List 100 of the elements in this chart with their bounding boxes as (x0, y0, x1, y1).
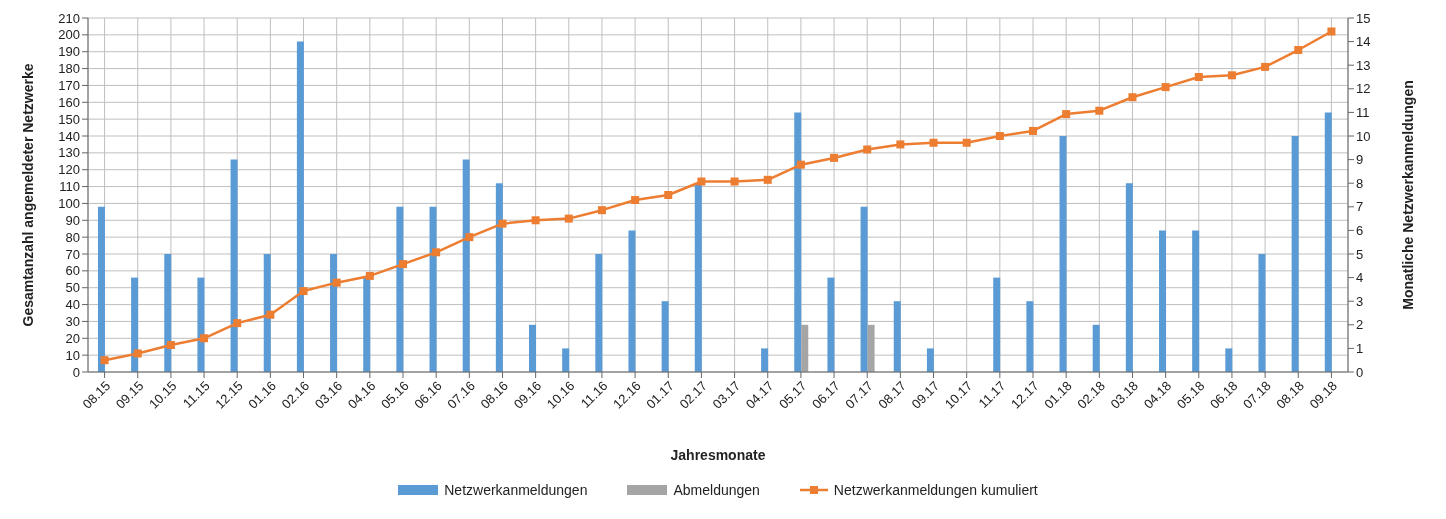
y2-tick-label: 15 (1356, 10, 1371, 26)
y2-tick-label: 13 (1356, 57, 1371, 73)
bar (1225, 348, 1233, 372)
bar (562, 348, 570, 372)
point (200, 334, 209, 343)
bar (197, 277, 205, 372)
bar (495, 183, 503, 372)
point (133, 349, 142, 358)
bar (363, 277, 371, 372)
legend-label: Netzwerkanmeldungen kumuliert (833, 482, 1038, 498)
bar (993, 277, 1001, 372)
bar (462, 159, 470, 372)
y-tick-label: 30 (65, 314, 80, 330)
y-tick-label: 20 (65, 330, 80, 346)
point (465, 233, 474, 242)
y-tick-label: 140 (58, 128, 80, 144)
y-axis-title: Gesamtanzahl angemeldeter Netzwerke (19, 63, 36, 327)
y-tick-label: 40 (65, 297, 80, 313)
bar (661, 301, 669, 372)
y-tick-label: 100 (58, 196, 80, 212)
bar (801, 324, 809, 372)
point (1227, 71, 1236, 80)
bar (263, 254, 271, 372)
point (1261, 62, 1270, 71)
point (1327, 27, 1336, 36)
y-tick-label: 160 (58, 94, 80, 110)
bar (1125, 183, 1133, 372)
bar (926, 348, 934, 372)
point (531, 216, 540, 225)
y2-tick-label: 10 (1356, 128, 1371, 144)
bar (628, 230, 636, 372)
bar (230, 159, 238, 372)
point (365, 271, 374, 280)
bar (529, 324, 536, 372)
y-tick-label: 200 (58, 27, 80, 43)
bar (893, 301, 901, 372)
point (962, 138, 971, 147)
point (664, 191, 673, 199)
point (896, 140, 905, 149)
y-tick-label: 80 (65, 229, 80, 245)
bar (1059, 136, 1067, 372)
point (299, 287, 308, 296)
bar (761, 348, 769, 372)
y2-tick-label: 14 (1356, 34, 1371, 50)
point (332, 278, 341, 287)
point (432, 248, 441, 257)
point (929, 138, 938, 147)
y-tick-label: 180 (58, 61, 80, 77)
y-tick-label: 190 (58, 44, 80, 60)
bar (1258, 254, 1266, 372)
bar (794, 112, 802, 372)
legend-label: Netzwerkanmeldungen (444, 482, 588, 498)
bar (867, 324, 875, 372)
legend-label: Abmeldungen (673, 482, 760, 498)
point (1062, 110, 1071, 119)
bar (860, 206, 868, 372)
bar (1324, 112, 1332, 372)
bar (1291, 136, 1299, 372)
y2-tick-label: 11 (1356, 105, 1370, 121)
point (995, 132, 1004, 140)
x-axis-title: Jahresmonate (670, 447, 766, 463)
y2-tick-label: 1 (1356, 341, 1364, 357)
point (1194, 73, 1203, 81)
bar (131, 277, 139, 372)
bar (694, 183, 702, 372)
y-tick-label: 150 (58, 111, 80, 127)
point (1128, 93, 1137, 102)
point (266, 310, 275, 319)
y2-tick-label: 3 (1356, 293, 1364, 309)
y2-tick-label: 6 (1356, 223, 1364, 239)
point (697, 177, 706, 186)
point (498, 219, 507, 228)
bar (296, 41, 304, 372)
bar (97, 206, 105, 372)
point (730, 177, 739, 186)
point (166, 341, 175, 350)
y-tick-label: 10 (65, 347, 80, 363)
point (863, 145, 872, 154)
bar (827, 277, 835, 372)
y-tick-label: 70 (65, 246, 80, 262)
point (763, 175, 772, 184)
y-tick-label: 170 (58, 78, 80, 94)
point (100, 356, 109, 365)
y-tick-label: 130 (58, 145, 80, 161)
bar (1026, 301, 1034, 372)
y2-tick-label: 7 (1356, 199, 1364, 215)
point (830, 153, 839, 162)
point (631, 196, 640, 205)
y2-tick-label: 4 (1356, 270, 1364, 286)
bar (1192, 230, 1200, 372)
y-tick-label: 210 (58, 10, 80, 26)
bar (595, 254, 603, 372)
bar (429, 206, 437, 372)
point (1294, 46, 1303, 55)
point (564, 214, 573, 223)
y2-tick-label: 9 (1356, 152, 1364, 168)
point (796, 160, 805, 169)
y-tick-label: 0 (72, 364, 80, 380)
y2-tick-label: 0 (1356, 364, 1364, 380)
y-tick-label: 120 (58, 162, 80, 178)
